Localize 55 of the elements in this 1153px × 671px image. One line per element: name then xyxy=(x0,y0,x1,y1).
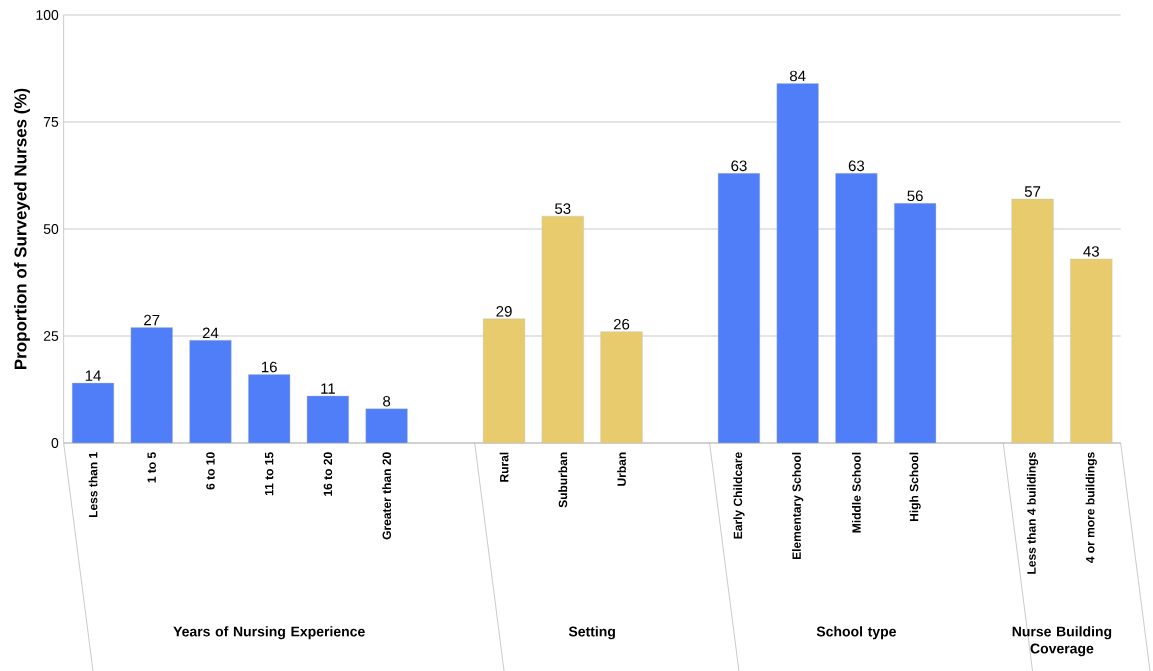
data-label: 43 xyxy=(1083,246,1099,257)
data-label: 8 xyxy=(383,395,391,407)
data-label: 84 xyxy=(789,70,806,82)
bar xyxy=(1070,258,1113,444)
text: School type xyxy=(816,626,896,640)
x-tick-label: 4 or more buildings xyxy=(1085,452,1097,564)
x-tick-label: 11 to 15 xyxy=(264,452,274,496)
x-tick-label: Middle School xyxy=(851,452,861,533)
x-tick-label: Rural xyxy=(499,452,509,482)
y-tick-label: 75 xyxy=(43,117,59,127)
text: Nurse Building Coverage xyxy=(1012,626,1112,657)
data-label: 29 xyxy=(496,306,512,317)
x-tick-label: High School xyxy=(909,452,921,522)
y-tick-label: 0 xyxy=(51,438,59,448)
bar xyxy=(541,215,584,444)
y-tick-label: 25 xyxy=(43,331,59,341)
data-label: 53 xyxy=(555,203,571,214)
x-tick-label: 6 to 10 xyxy=(206,452,215,490)
x-tick-label: 16 to 20 xyxy=(323,452,333,496)
x-tick-label: Suburban xyxy=(558,452,568,508)
bar xyxy=(306,395,349,444)
bar xyxy=(1011,198,1054,444)
x-tick-label: Greater than 20 xyxy=(382,452,392,540)
data-label: 11 xyxy=(321,383,335,394)
x-tick-label: Early Childcare xyxy=(733,452,745,539)
bar xyxy=(71,382,115,444)
text: Setting xyxy=(568,626,615,640)
bar xyxy=(365,408,408,444)
data-label: 26 xyxy=(613,318,630,330)
data-label: 63 xyxy=(848,160,865,172)
bar xyxy=(483,318,526,444)
bar xyxy=(600,331,643,444)
data-label: 63 xyxy=(731,160,747,172)
data-label: 24 xyxy=(202,327,219,339)
data-label: 16 xyxy=(261,361,277,373)
x-tick-label: Urban xyxy=(617,452,626,486)
bar xyxy=(717,173,760,444)
bar xyxy=(130,327,173,444)
x-tick-label: Less than 4 buildings xyxy=(1026,452,1039,574)
bar xyxy=(835,173,878,444)
bar xyxy=(248,374,291,444)
data-label: 56 xyxy=(907,190,923,202)
x-tick-label: 1 to 5 xyxy=(147,452,156,483)
text: Years of Nursing Experience xyxy=(173,626,365,640)
bar xyxy=(776,83,819,444)
data-label: 14 xyxy=(85,370,101,381)
y-tick-label: 100 xyxy=(36,10,59,20)
y-tick-label: 50 xyxy=(43,224,59,234)
x-tick-label: Less than 1 xyxy=(88,452,98,518)
x-tick-label: Elementary School xyxy=(792,452,804,560)
bar xyxy=(894,203,937,444)
data-label: 27 xyxy=(144,314,160,326)
bar xyxy=(189,340,232,444)
data-label: 57 xyxy=(1024,186,1041,197)
y-axis-title: Proportion of Surveyed Nurses (%) xyxy=(14,88,30,370)
